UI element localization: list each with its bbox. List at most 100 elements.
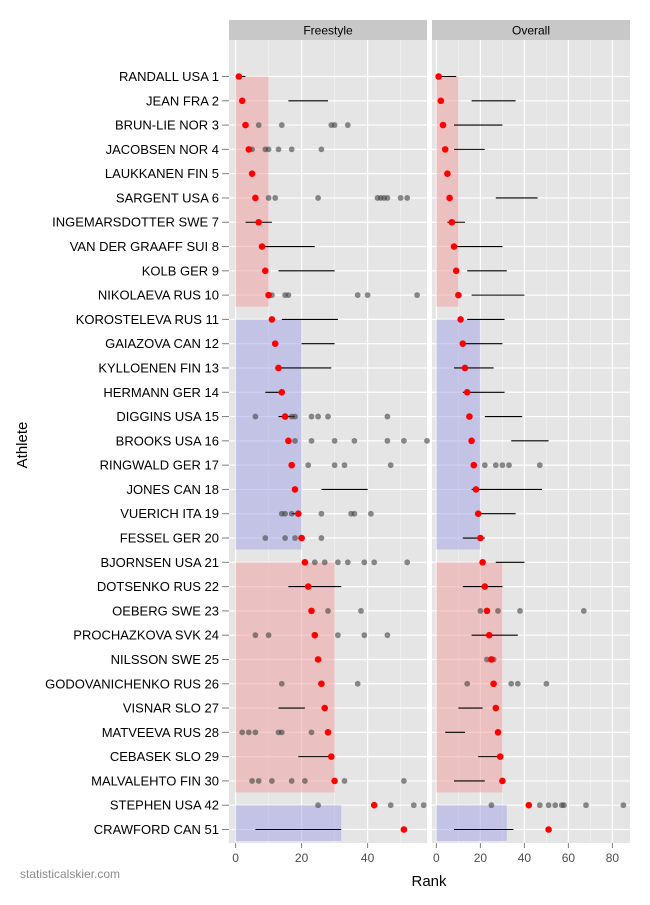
past-result-point [308,729,315,736]
past-result-point [543,680,550,687]
past-result-point [262,535,269,541]
panel-overall: Overall 0 20 40 60 80 [432,20,630,865]
athlete-label: RINGWALD GER 17 [100,458,219,473]
current-rank-point [248,170,256,177]
past-result-point [410,802,417,809]
past-result-point [464,680,471,687]
past-result-point [384,413,391,420]
current-rank-point [463,388,471,396]
current-rank-point [439,121,447,129]
rank-band [436,562,503,793]
current-rank-point [441,146,449,153]
x-tick-label: 60 [562,851,576,865]
rank-band [235,76,269,307]
past-result-point [514,680,521,687]
athlete-label: MALVALEHTO FIN 30 [91,773,219,788]
athlete-label: GODOVANICHENKO RUS 26 [45,676,219,691]
athlete-label: SARGENT USA 6 [116,190,219,205]
current-rank-point [235,73,243,80]
athlete-label: VUERICH ITA 19 [120,506,219,521]
athlete-label: HERMANN GER 14 [103,385,219,400]
past-result-point [269,778,275,784]
past-result-point [308,413,315,420]
past-result-point [536,802,543,809]
athlete-label: KOLB GER 9 [142,263,219,278]
current-rank-point [455,291,462,299]
past-result-point [620,802,627,809]
athlete-label: RANDALL USA 1 [119,69,219,84]
past-result-point [517,607,523,614]
current-rank-point [435,73,442,80]
current-rank-point [545,826,552,833]
current-rank-point [474,510,482,518]
past-result-point [335,632,341,639]
past-result-point [344,122,351,128]
athlete-label: INGEMARSDOTTER SWE 7 [52,215,219,230]
athlete-label: PROCHAZKOVA SVK 24 [73,628,219,643]
past-result-point [477,607,484,614]
facet-strip [432,20,630,40]
past-result-point [341,462,348,469]
athlete-label: BJORNSEN USA 21 [101,555,220,570]
past-result-point [341,778,348,784]
current-rank-point [318,680,325,688]
past-result-point [404,195,411,201]
current-rank-point [308,607,315,615]
past-result-point [318,146,325,153]
x-axis-title: Rank [411,873,447,890]
past-result-point [252,729,259,736]
current-rank-point [242,121,249,129]
athlete-label: CRAWFORD CAN 51 [94,822,219,837]
current-rank-point [448,218,456,226]
past-result-point [384,195,391,201]
x-tick-label: 0 [433,851,440,865]
past-result-point [351,510,358,517]
athlete-label: KYLLOENEN FIN 13 [98,360,219,375]
past-result-point [292,535,298,541]
past-result-point [239,729,246,736]
past-result-point [325,607,331,614]
past-result-point [318,510,325,517]
past-result-point [354,680,361,687]
past-result-point [265,146,272,153]
past-result-point [315,413,321,420]
current-rank-point [245,146,253,153]
past-result-point [361,632,368,639]
athlete-label: DIGGINS USA 15 [116,409,219,424]
past-result-point [481,462,488,469]
past-result-point [371,559,378,566]
past-result-point [252,413,259,420]
current-rank-point [525,801,533,809]
watermark-text: statisticalskier.com [20,867,120,881]
current-rank-point [288,461,296,469]
past-result-point [315,195,321,201]
past-result-point [420,802,427,809]
past-result-point [354,292,361,299]
athlete-label: VAN DER GRAAFF SUI 8 [70,239,219,254]
current-rank-point [446,194,453,202]
current-rank-point [278,388,286,396]
past-result-point [311,559,318,566]
past-result-point [335,559,341,566]
past-result-point [265,632,272,639]
athlete-label: JACOBSEN NOR 4 [106,142,219,157]
past-result-point [401,437,407,444]
current-rank-point [314,656,322,663]
current-rank-point [490,680,497,688]
past-result-point [536,462,543,469]
past-result-point [278,122,285,128]
current-rank-point [444,170,451,177]
past-result-point [561,802,567,809]
past-result-point [583,802,589,809]
current-rank-point [459,340,467,347]
past-result-point [506,462,512,469]
current-rank-point [461,364,469,372]
current-rank-point [452,267,460,275]
current-rank-point [321,704,329,712]
past-result-point [288,778,295,784]
x-tick-label: 20 [474,851,488,865]
athlete-label: BRUN-LIE NOR 3 [115,118,219,133]
current-rank-point [265,291,272,299]
current-rank-point [477,534,484,542]
